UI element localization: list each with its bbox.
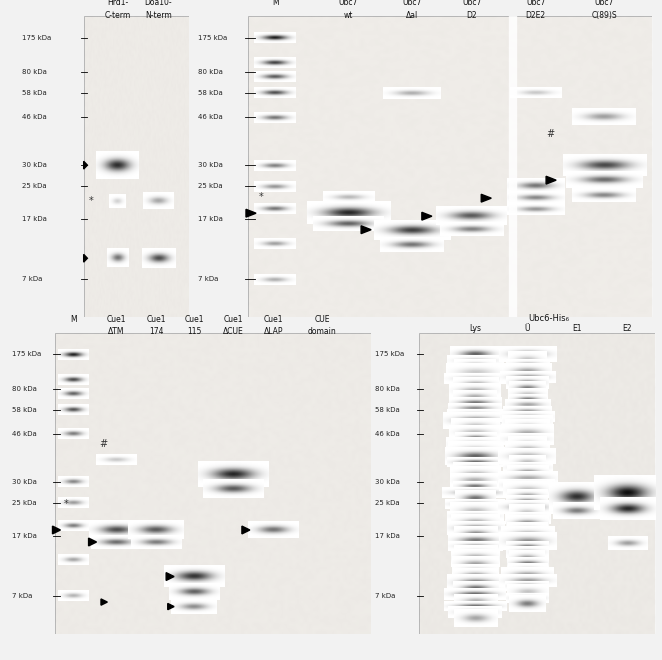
Text: 30 kDa: 30 kDa <box>375 479 401 485</box>
Text: ΔTM: ΔTM <box>108 327 124 337</box>
Text: D2: D2 <box>466 11 477 20</box>
Bar <box>248 16 652 317</box>
Text: Ubc6-His₆: Ubc6-His₆ <box>528 314 569 323</box>
Text: 175 kDa: 175 kDa <box>12 351 41 357</box>
Text: 58 kDa: 58 kDa <box>375 407 401 413</box>
Text: D2E2: D2E2 <box>526 11 545 20</box>
Polygon shape <box>167 603 174 610</box>
Text: 175 kDa: 175 kDa <box>22 34 51 40</box>
Text: C(89)S: C(89)S <box>591 11 617 20</box>
Text: Cue1: Cue1 <box>224 315 244 324</box>
Text: Ubc7: Ubc7 <box>462 0 481 7</box>
Text: 7 kDa: 7 kDa <box>197 277 218 282</box>
Text: domain: domain <box>308 327 336 337</box>
Polygon shape <box>361 226 371 234</box>
Text: 7 kDa: 7 kDa <box>22 277 42 282</box>
Text: 25 kDa: 25 kDa <box>22 183 46 189</box>
Polygon shape <box>83 254 87 262</box>
Text: *: * <box>89 196 94 206</box>
Polygon shape <box>89 538 97 546</box>
Text: 25 kDa: 25 kDa <box>375 500 400 506</box>
Bar <box>84 16 189 317</box>
Text: M: M <box>272 0 279 7</box>
Text: 30 kDa: 30 kDa <box>197 162 222 168</box>
Text: *: * <box>260 191 264 202</box>
Text: Cue1: Cue1 <box>107 315 126 324</box>
Text: ΔCUE: ΔCUE <box>223 327 244 337</box>
Text: Δal: Δal <box>406 11 418 20</box>
Polygon shape <box>83 161 87 169</box>
Text: 175 kDa: 175 kDa <box>197 34 227 40</box>
Text: Lys: Lys <box>469 324 481 333</box>
Polygon shape <box>242 526 250 534</box>
Text: 58 kDa: 58 kDa <box>12 407 36 413</box>
Text: Ubc7: Ubc7 <box>526 0 545 7</box>
Text: 17 kDa: 17 kDa <box>22 216 46 222</box>
Text: 46 kDa: 46 kDa <box>22 114 46 120</box>
Text: 25 kDa: 25 kDa <box>197 183 222 189</box>
Text: 115: 115 <box>187 327 201 337</box>
Polygon shape <box>101 599 107 605</box>
Text: 58 kDa: 58 kDa <box>22 90 46 96</box>
Bar <box>55 333 371 634</box>
Text: 25 kDa: 25 kDa <box>12 500 36 506</box>
Text: C-term: C-term <box>105 11 131 20</box>
Text: 17 kDa: 17 kDa <box>12 533 36 539</box>
Polygon shape <box>422 213 432 220</box>
Polygon shape <box>481 194 491 202</box>
Text: 80 kDa: 80 kDa <box>22 69 46 75</box>
Polygon shape <box>246 209 256 217</box>
Text: 46 kDa: 46 kDa <box>375 431 401 437</box>
Text: 58 kDa: 58 kDa <box>197 90 222 96</box>
Polygon shape <box>166 573 174 580</box>
Text: Hrd1-: Hrd1- <box>107 0 128 7</box>
Text: Ubc7: Ubc7 <box>594 0 614 7</box>
Text: Ubc7: Ubc7 <box>402 0 422 7</box>
Text: Ü: Ü <box>524 324 530 333</box>
Text: Cue1: Cue1 <box>184 315 204 324</box>
Text: 80 kDa: 80 kDa <box>197 69 222 75</box>
Text: 174: 174 <box>149 327 164 337</box>
Text: Doa10-: Doa10- <box>144 0 172 7</box>
Text: 17 kDa: 17 kDa <box>375 533 401 539</box>
Polygon shape <box>52 526 60 534</box>
Text: *: * <box>64 500 68 510</box>
Text: 46 kDa: 46 kDa <box>12 431 36 437</box>
Text: #: # <box>99 440 107 449</box>
Text: ΔLAP: ΔLAP <box>263 327 283 337</box>
Text: Cue1: Cue1 <box>263 315 283 324</box>
Text: E1: E1 <box>572 324 581 333</box>
Text: wt: wt <box>344 11 353 20</box>
Text: 30 kDa: 30 kDa <box>12 479 36 485</box>
Text: 17 kDa: 17 kDa <box>197 216 222 222</box>
Text: 7 kDa: 7 kDa <box>375 593 396 599</box>
Polygon shape <box>546 176 556 184</box>
Text: E2: E2 <box>622 324 632 333</box>
Text: #: # <box>546 129 554 139</box>
Text: CUE: CUE <box>314 315 330 324</box>
Text: 80 kDa: 80 kDa <box>12 386 36 392</box>
Bar <box>419 333 655 634</box>
Text: M: M <box>70 315 76 324</box>
Text: N-term: N-term <box>145 11 171 20</box>
Text: 175 kDa: 175 kDa <box>375 351 404 357</box>
Text: 80 kDa: 80 kDa <box>375 386 401 392</box>
Text: Ubc7: Ubc7 <box>339 0 358 7</box>
Text: 7 kDa: 7 kDa <box>12 593 32 599</box>
Text: 46 kDa: 46 kDa <box>197 114 222 120</box>
Text: 30 kDa: 30 kDa <box>22 162 46 168</box>
Text: Cue1: Cue1 <box>146 315 166 324</box>
